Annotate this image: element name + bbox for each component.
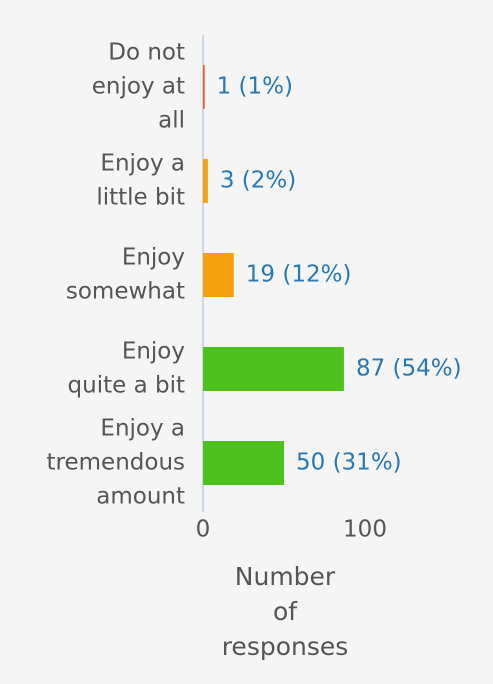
y-tick-label: tremendous [47, 450, 185, 476]
bar [203, 65, 205, 109]
y-tick-label: Enjoy a [100, 416, 185, 442]
x-axis-label: Number [235, 562, 336, 591]
x-axis-label: responses [222, 632, 349, 661]
y-tick-label: Enjoy [122, 245, 185, 271]
bar [203, 159, 208, 203]
bar [203, 441, 284, 485]
y-tick-label: quite a bit [68, 373, 185, 399]
y-tick-label: amount [96, 484, 185, 510]
y-tick-label: Enjoy [122, 339, 185, 365]
bar [203, 253, 234, 297]
y-tick-label: little bit [96, 185, 185, 211]
value-label: 19 (12%) [246, 262, 352, 288]
y-tick-label: enjoy at [92, 74, 185, 100]
y-tick-label: somewhat [66, 279, 185, 305]
x-axis-label: of [273, 597, 298, 626]
value-label: 1 (1%) [217, 74, 293, 100]
y-tick-label: Do not [108, 40, 185, 66]
y-tick-label: Enjoy a [100, 151, 185, 177]
x-tick-label: 100 [343, 517, 387, 543]
y-tick-label: all [158, 108, 185, 134]
value-label: 3 (2%) [220, 168, 296, 194]
x-tick-label: 0 [196, 517, 211, 543]
value-label: 50 (31%) [296, 450, 402, 476]
value-label: 87 (54%) [356, 356, 462, 382]
bar [203, 347, 344, 391]
